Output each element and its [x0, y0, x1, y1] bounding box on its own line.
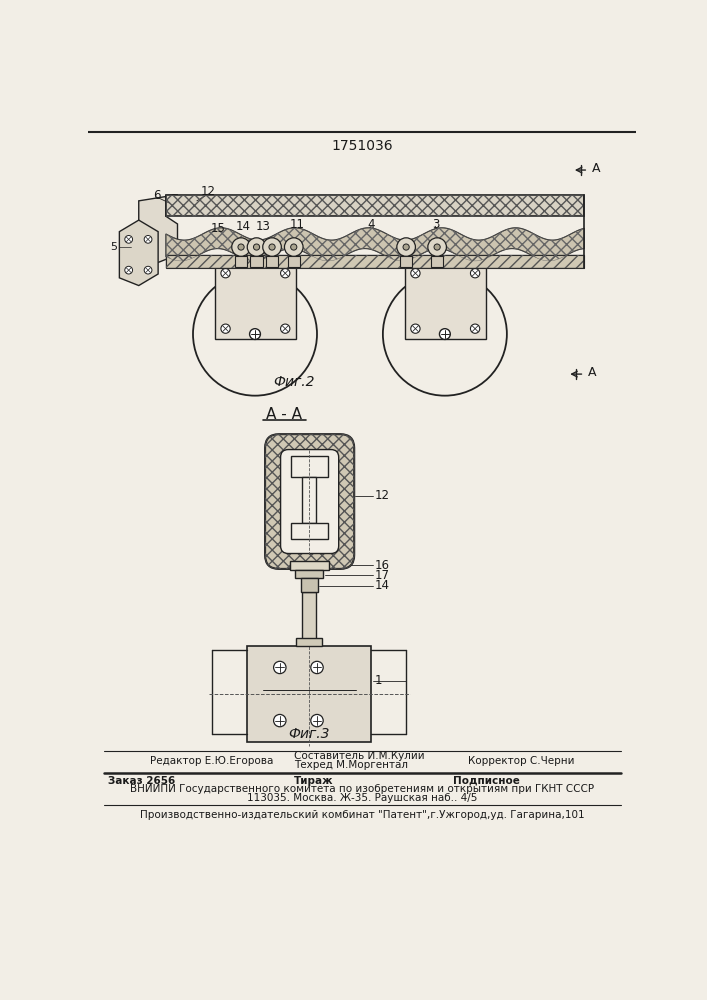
Circle shape	[250, 329, 260, 339]
Polygon shape	[166, 228, 585, 261]
Bar	[303, 592, 316, 642]
Circle shape	[221, 324, 230, 333]
Circle shape	[411, 324, 420, 333]
Bar	[400, 256, 412, 267]
FancyBboxPatch shape	[166, 195, 585, 216]
Text: Техред М.Моргентал: Техред М.Моргентал	[293, 760, 408, 770]
Circle shape	[434, 244, 440, 250]
Bar	[291, 523, 328, 539]
Text: 12: 12	[201, 185, 216, 198]
Circle shape	[428, 238, 446, 256]
Text: 17: 17	[375, 569, 390, 582]
Text: 1: 1	[375, 674, 382, 687]
Bar	[215, 262, 296, 339]
Bar	[303, 477, 316, 523]
Text: Корректор С.Черни: Корректор С.Черни	[468, 756, 575, 766]
Text: Тираж: Тираж	[293, 776, 333, 786]
Text: Производственно-издательский комбинат "Патент",г.Ужгород,уд. Гагарина,101: Производственно-издательский комбинат "П…	[140, 810, 584, 820]
Bar	[296, 570, 323, 578]
Text: Составитель И.М.Кулий: Составитель И.М.Кулий	[293, 751, 424, 761]
Text: 5: 5	[110, 242, 117, 252]
Circle shape	[221, 269, 230, 278]
Circle shape	[470, 269, 480, 278]
FancyBboxPatch shape	[281, 450, 339, 554]
Circle shape	[411, 269, 420, 278]
FancyBboxPatch shape	[265, 434, 354, 569]
Circle shape	[311, 661, 323, 674]
Bar	[166, 195, 585, 216]
Text: Редактор Е.Ю.Егорова: Редактор Е.Ю.Егорова	[151, 756, 274, 766]
Text: 1751036: 1751036	[331, 139, 393, 153]
Circle shape	[232, 238, 250, 256]
Bar	[290, 561, 329, 570]
Bar	[250, 256, 263, 267]
Text: 13: 13	[256, 220, 271, 233]
Circle shape	[403, 244, 409, 250]
Bar	[404, 262, 486, 339]
Circle shape	[291, 244, 297, 250]
Bar	[247, 646, 371, 742]
Bar	[291, 456, 328, 477]
Text: Фиг.2: Фиг.2	[273, 375, 315, 389]
Text: 16: 16	[375, 559, 390, 572]
Bar	[431, 256, 443, 267]
Circle shape	[144, 266, 152, 274]
Bar	[166, 255, 585, 268]
Text: Фиг.3: Фиг.3	[288, 727, 330, 741]
Circle shape	[144, 235, 152, 243]
Polygon shape	[139, 195, 177, 262]
Text: 12: 12	[375, 489, 390, 502]
Text: 6: 6	[153, 189, 160, 202]
Text: Подписное: Подписное	[452, 776, 520, 786]
Circle shape	[281, 324, 290, 333]
Circle shape	[238, 244, 244, 250]
Text: 15: 15	[211, 222, 226, 235]
Text: 113035. Москва. Ж-35. Раушская наб.. 4/5: 113035. Москва. Ж-35. Раушская наб.. 4/5	[247, 793, 477, 803]
Circle shape	[470, 324, 480, 333]
Circle shape	[284, 238, 303, 256]
Circle shape	[311, 714, 323, 727]
Text: A: A	[588, 366, 597, 379]
Circle shape	[274, 661, 286, 674]
Circle shape	[281, 269, 290, 278]
Text: ВНИИПИ Государственного комитета по изобретениям и открытиям при ГКНТ СССР: ВНИИПИ Государственного комитета по изоб…	[130, 784, 594, 794]
Circle shape	[440, 329, 450, 339]
Circle shape	[247, 238, 266, 256]
Text: A: A	[592, 162, 600, 175]
Circle shape	[397, 238, 416, 256]
Bar	[296, 638, 322, 646]
Bar	[266, 256, 279, 267]
Text: 4: 4	[368, 218, 375, 231]
Text: А - А: А - А	[267, 407, 303, 422]
Circle shape	[253, 244, 259, 250]
Circle shape	[274, 714, 286, 727]
Circle shape	[125, 266, 132, 274]
Circle shape	[269, 244, 275, 250]
Bar	[235, 256, 247, 267]
Text: 14: 14	[375, 579, 390, 592]
Circle shape	[263, 238, 281, 256]
Text: 14: 14	[236, 220, 251, 233]
Circle shape	[383, 272, 507, 396]
Bar	[288, 256, 300, 267]
Text: 11: 11	[289, 218, 304, 231]
Polygon shape	[119, 220, 158, 286]
Bar	[166, 255, 585, 268]
Bar	[300, 578, 317, 592]
Circle shape	[193, 272, 317, 396]
Circle shape	[125, 235, 132, 243]
Text: 3: 3	[432, 218, 439, 231]
Text: Заказ 2656: Заказ 2656	[107, 776, 175, 786]
